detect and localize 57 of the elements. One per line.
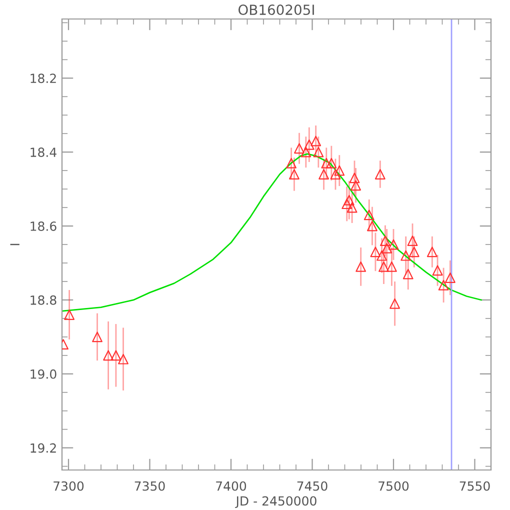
x-axis-title: JD - 2450000: [235, 496, 316, 508]
point: [382, 242, 392, 254]
point: [432, 265, 443, 276]
point: [294, 143, 304, 154]
point: [390, 298, 400, 309]
x-tick-label: 7350: [134, 481, 165, 491]
x-tick-label: 7450: [297, 481, 328, 491]
point: [110, 350, 122, 361]
point: [342, 198, 352, 210]
x-tick-label: 7300: [54, 481, 84, 491]
x-tick-label: 7550: [460, 481, 490, 491]
y-tick-label: 18.4: [30, 148, 56, 158]
point: [304, 139, 314, 150]
point: [370, 246, 381, 258]
point: [380, 236, 390, 246]
point: [346, 202, 358, 213]
point: [402, 268, 414, 280]
chart-title: OB160205I: [238, 4, 314, 16]
y-tick-label: 18.6: [30, 221, 56, 231]
y-tick-label: 19.2: [30, 443, 56, 453]
point: [367, 220, 378, 232]
point: [356, 261, 366, 272]
point: [313, 146, 324, 158]
point: [334, 165, 345, 176]
y-tick-label: 18.2: [30, 74, 56, 84]
point: [400, 250, 412, 261]
point: [318, 169, 329, 180]
point: [344, 194, 354, 206]
point: [310, 136, 322, 146]
point: [374, 169, 386, 180]
point: [286, 158, 296, 168]
point: [349, 172, 360, 184]
point: [408, 246, 420, 258]
point: [350, 180, 362, 191]
point: [376, 250, 388, 261]
y-tick-label: 19.0: [30, 369, 56, 379]
y-tick-label: 18.8: [30, 295, 56, 305]
point: [388, 239, 399, 250]
x-tick-label: 7400: [216, 481, 246, 491]
point: [300, 146, 312, 158]
point: [426, 246, 438, 258]
point: [118, 354, 128, 364]
point: [321, 158, 332, 168]
point: [103, 350, 114, 361]
y-axis-title: I: [10, 244, 20, 246]
point: [364, 210, 374, 220]
point: [386, 261, 397, 272]
point: [289, 169, 300, 180]
point: [407, 236, 418, 246]
point: [438, 280, 449, 290]
point: [92, 332, 102, 342]
x-tick-label: 7500: [378, 481, 409, 491]
point: [330, 169, 341, 180]
point: [326, 158, 337, 168]
point: [445, 272, 456, 283]
point: [378, 261, 389, 272]
point: [64, 310, 75, 320]
